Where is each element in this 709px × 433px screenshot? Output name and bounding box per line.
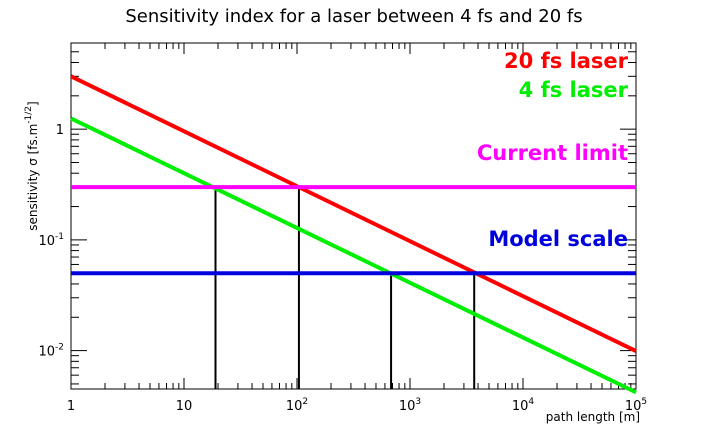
y-tick-label: 10-1 — [38, 232, 64, 249]
legend-entry: 4 fs laser — [519, 78, 629, 102]
x-tick-label: 103 — [399, 397, 421, 414]
legend-entry: Model scale — [488, 227, 628, 251]
x-tick-label: 102 — [286, 397, 308, 414]
legend-entry: Current limit — [477, 141, 628, 165]
x-tick-labels: 1 10 102 103 104 105 — [67, 397, 647, 414]
legend-entry: 20 fs laser — [504, 49, 629, 73]
x-tick-label-base: 10 — [286, 399, 303, 414]
x-tick-label-exponent: 4 — [528, 397, 534, 407]
y-axis-label-exponent: -1/2 — [24, 106, 34, 124]
y-tick-label-base: 10 — [38, 345, 55, 360]
crossing-lines — [214, 187, 476, 389]
plot-frame — [70, 42, 637, 390]
x-tick-label-base: 10 — [512, 399, 529, 414]
y-tick-labels: 110-110-2 — [38, 123, 64, 359]
x-tick-label: 1 — [67, 399, 75, 414]
y-tick-label-exponent: -2 — [55, 343, 64, 353]
y-axis-label-close: ] — [26, 101, 40, 106]
x-tick-label-exponent: 5 — [641, 397, 647, 407]
chart-title: Sensitivity index for a laser between 4 … — [125, 6, 582, 27]
axis-ticks — [70, 42, 637, 389]
y-tick-label-exponent: -1 — [55, 232, 64, 242]
x-axis-label: path length [m] — [546, 410, 640, 424]
x-tick-label-base: 10 — [399, 399, 416, 414]
x-tick-label: 104 — [512, 397, 535, 414]
y-tick-label-base: 10 — [38, 234, 55, 249]
x-tick-label-exponent: 2 — [302, 397, 308, 407]
x-tick-label-base: 10 — [625, 399, 642, 414]
y-tick-label: 10-2 — [38, 343, 64, 360]
series-line — [70, 116, 637, 395]
y-axis-label-main: sensitivity σ [fs.m — [26, 124, 40, 231]
series-line — [70, 74, 637, 353]
x-tick-label: 10 — [176, 399, 193, 414]
y-tick-label: 1 — [56, 123, 64, 138]
x-tick-label: 105 — [625, 397, 647, 414]
legend: 20 fs laser 4 fs laser Current limit Model … — [477, 49, 629, 251]
series-lines — [70, 74, 637, 395]
y-axis-label: sensitivity σ [fs.m-1/2] — [24, 101, 40, 230]
x-tick-label-exponent: 3 — [415, 397, 421, 407]
